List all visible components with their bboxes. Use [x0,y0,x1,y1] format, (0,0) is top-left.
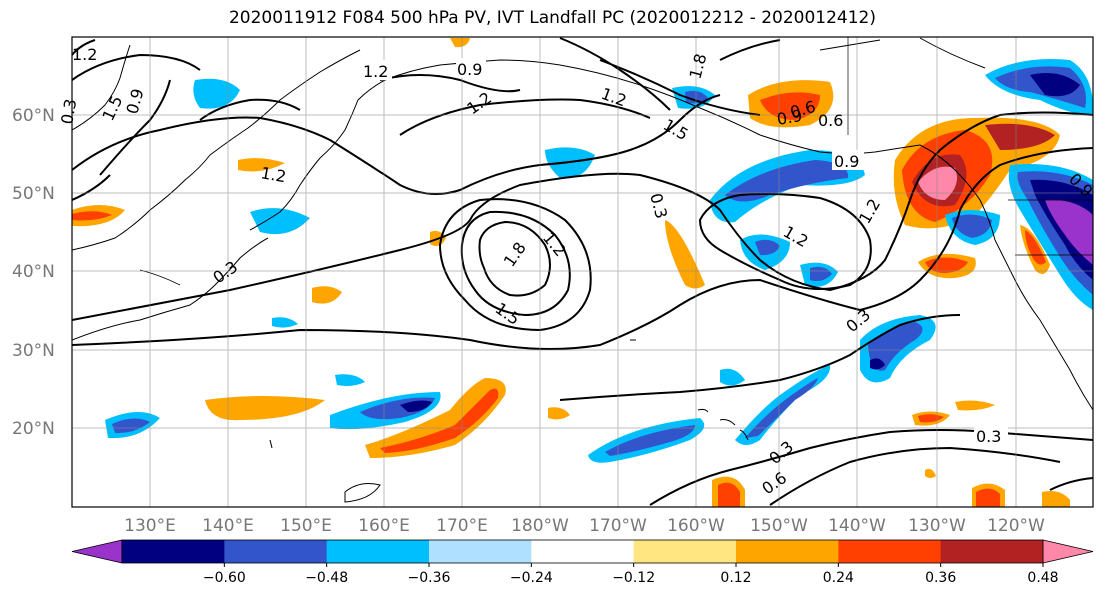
colorbar-tick-label: 0.48 [1027,570,1058,586]
contour-label: 1.2 [72,45,97,64]
colorbar-swatch [224,540,328,563]
positive-anomaly-patch [760,92,820,120]
longitude-label: 160°E [358,516,410,536]
negative-anomaly-patch [605,425,695,456]
contour-label: 1.2 [363,62,388,81]
latitude-label: 60°N [12,106,55,126]
colorbar-tick-label: −0.24 [510,570,553,586]
negative-anomaly-patch [810,266,832,282]
negative-anomaly-patch [112,418,150,434]
longitude-label: 140°W [828,516,886,536]
contour-label: 0.6 [818,111,843,130]
islands [269,339,749,503]
positive-anomaly-patch [1025,230,1046,265]
negative-anomaly-patch [745,378,818,438]
contour-label: 0.9 [834,152,859,171]
latitude-label: 20°N [12,419,55,439]
coastlines [72,37,1093,411]
colorbar-tick-label: −0.48 [305,570,348,586]
longitude-label: 150°E [280,516,332,536]
borders [139,37,1093,286]
positive-anomaly-patch [380,388,499,453]
positive-anomaly-patch [238,158,285,172]
longitude-label: 180°W [511,516,569,536]
colorbar-swatch [531,540,635,563]
colorbar-tick-label: −0.36 [408,570,451,586]
colorbar-tick-label: 0.12 [720,570,751,586]
latitude-label: 50°N [12,184,55,204]
positive-anomaly-patch [312,286,342,304]
contour-label: 0.9 [775,106,803,129]
colorbar-tick-label: −0.60 [203,570,246,586]
colorbar-swatch [122,540,225,563]
longitude-label: 140°E [202,516,254,536]
positive-anomaly-patch [976,488,1000,507]
negative-anomaly-patch [868,322,923,371]
negative-anomaly-patch [952,214,992,238]
colorbar-extend-max [1042,539,1094,564]
pc-shading [72,38,1093,507]
colorbar-swatch [736,540,839,563]
longitude-label: 160°W [667,516,725,536]
positive-anomaly-patch [450,38,470,48]
positive-anomaly-patch [365,378,506,458]
negative-anomaly-patch [725,160,849,202]
longitude-label: 150°W [750,516,808,536]
contour-label: 0.9 [457,60,482,79]
positive-anomaly-patch [918,166,958,200]
negative-anomaly-patch [755,239,780,256]
latitude-label: 30°N [12,341,55,361]
positive-anomaly-patch [548,407,570,420]
negative-anomaly-patch [720,368,745,386]
longitude-label: 130°W [908,516,966,536]
latitude-axis: 60°N 50°N 40°N 30°N 20°N [12,106,55,439]
colorbar-tick-label: −0.12 [612,570,655,586]
positive-anomaly-patch [1042,491,1070,507]
longitude-axis: 130°E 140°E 150°E 160°E 170°E 180°W 170°… [124,516,1045,536]
colorbar-border [121,539,1044,564]
negative-anomaly-patch [400,400,432,412]
negative-anomaly-patch [272,317,298,328]
positive-anomaly-patch [985,123,1055,150]
positive-anomaly-patch [718,482,740,507]
map-title: 2020011912 F084 500 hPa PV, IVT Landfall… [228,8,876,28]
negative-anomaly-patch [870,358,885,370]
negative-anomaly-patch [250,208,310,235]
contour-label: 0.3 [57,97,80,125]
negative-anomaly-patch [1030,72,1080,97]
colorbar-tick-label: 0.36 [925,570,956,586]
colorbar-tick-label: 0.24 [823,570,854,586]
negative-anomaly-patch [335,374,365,386]
colorbar-swatch [633,540,737,563]
map-frame [71,36,1094,508]
colorbar: −0.60 −0.48 −0.36 −0.24 −0.12 0.12 0.24 0.36 0.4… [71,539,1094,586]
contour-label: 1.2 [259,163,287,186]
colorbar-extend-min [71,539,123,564]
colorbar-swatch [838,540,942,563]
negative-anomaly-patch [1045,199,1093,265]
latitude-label: 40°N [12,262,55,282]
contour-label: 0.3 [976,427,1001,446]
colorbar-swatch [326,540,430,563]
positive-anomaly-patch [205,396,325,421]
longitude-label: 130°E [124,516,176,536]
gridlines [72,37,1093,507]
longitude-label: 120°W [987,516,1045,536]
colorbar-swatch [429,540,532,563]
colorbar-swatch [940,540,1044,563]
longitude-label: 170°E [436,516,488,536]
positive-anomaly-patch [955,400,995,411]
positive-anomaly-patch [72,211,112,221]
positive-anomaly-patch [925,468,936,478]
longitude-label: 170°W [589,516,647,536]
